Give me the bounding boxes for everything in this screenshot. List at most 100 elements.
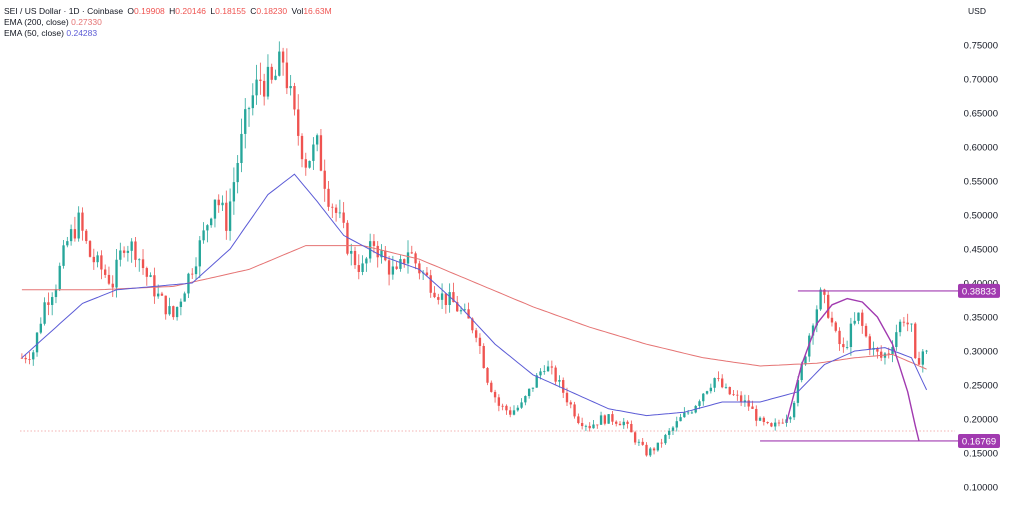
candle-body (28, 359, 31, 361)
candle-body (312, 144, 315, 161)
y-axis-tick-label: 0.45000 (964, 245, 998, 256)
candle-body (569, 402, 572, 405)
candle-body (618, 423, 622, 426)
candle-body (194, 266, 198, 275)
candle-body (747, 400, 750, 407)
candle-body (668, 430, 671, 435)
candle-body (270, 66, 273, 80)
candle-body (599, 415, 603, 425)
candle-body (531, 387, 535, 389)
candle-body (849, 323, 853, 347)
candle-body (474, 330, 478, 338)
candle-body (202, 230, 205, 241)
candle-body (236, 162, 239, 183)
candle-body (898, 321, 902, 333)
candle-body (334, 207, 338, 213)
y-axis-tick-label: 0.35000 (964, 313, 998, 324)
candle-body (622, 421, 625, 426)
candle-body (493, 391, 497, 398)
candle-body (251, 95, 254, 109)
candle-body (24, 357, 27, 360)
candle-body (842, 344, 845, 348)
candle-body (596, 424, 599, 426)
close-value: 0.18230 (256, 6, 288, 16)
candle-body (183, 293, 186, 302)
ema50-line (21, 173, 928, 417)
candle-body (164, 295, 167, 315)
candle-body (910, 323, 913, 325)
candle-body (762, 417, 766, 422)
candle-body (611, 414, 614, 422)
candle-body (512, 410, 516, 415)
candle-body (297, 109, 300, 136)
currency-label: USD (968, 6, 986, 16)
candle-body (709, 387, 713, 392)
candle-body (130, 241, 133, 251)
ema50-label: EMA (50, close) (4, 28, 64, 38)
candle-body (853, 320, 856, 324)
candle-body (103, 269, 107, 275)
candle-body (353, 250, 357, 266)
candle-body (550, 366, 554, 368)
open-key: O (127, 6, 135, 16)
ema200-line (21, 245, 927, 370)
candle-body (323, 170, 326, 189)
candle-body (876, 347, 879, 352)
candle-body (838, 330, 841, 345)
candle-body (361, 263, 364, 272)
candle-body (459, 310, 463, 312)
candle-body (111, 283, 114, 288)
candle-body (486, 368, 489, 383)
candle-body (698, 401, 701, 406)
candle-body (505, 405, 508, 411)
candle-body (546, 366, 550, 372)
candle-body (789, 417, 792, 420)
candle-body (244, 109, 247, 134)
candle-body (804, 356, 807, 365)
candle-body (603, 415, 607, 424)
candle-body (656, 442, 660, 451)
candle-body (906, 322, 909, 325)
y-axis-tick-label: 0.50000 (964, 211, 998, 222)
candle-body (92, 256, 95, 263)
low-value: 0.18155 (215, 6, 246, 16)
candle-body (626, 421, 629, 424)
price-axis-label: 0.16769 (962, 436, 996, 447)
candle-body (175, 307, 179, 318)
low-key: L (210, 6, 216, 16)
candle-body (887, 353, 890, 355)
candle-body (664, 434, 667, 444)
candle-body (478, 337, 482, 346)
candle-body (921, 351, 924, 365)
candle-body (645, 444, 648, 456)
legend-ema200-row: EMA (200, close) 0.27330 (4, 17, 332, 28)
candle-body (403, 259, 406, 264)
candle-body (770, 423, 773, 427)
candle-body (630, 423, 633, 433)
candle-body (743, 400, 747, 403)
candle-body (830, 317, 834, 323)
candle-body (156, 293, 160, 297)
candle-body (592, 424, 595, 429)
candle-body (524, 396, 527, 403)
candle-body (535, 375, 538, 388)
candle-body (686, 412, 690, 414)
candle-body (380, 250, 383, 258)
candle-body (649, 448, 652, 456)
candle-body (463, 309, 466, 311)
candle-body (32, 352, 35, 360)
candle-body (736, 394, 739, 396)
candle-body (247, 108, 251, 110)
candle-body (868, 336, 872, 350)
open-value: 0.19908 (134, 6, 165, 16)
high-key: H (169, 6, 176, 16)
candle-body (149, 275, 152, 277)
candle-body (823, 289, 826, 295)
candle-body (864, 325, 868, 337)
candle-body (811, 325, 815, 336)
candle-body (520, 402, 523, 408)
candle-body (633, 432, 637, 443)
candle-body (702, 393, 705, 402)
candle-body (346, 222, 349, 254)
